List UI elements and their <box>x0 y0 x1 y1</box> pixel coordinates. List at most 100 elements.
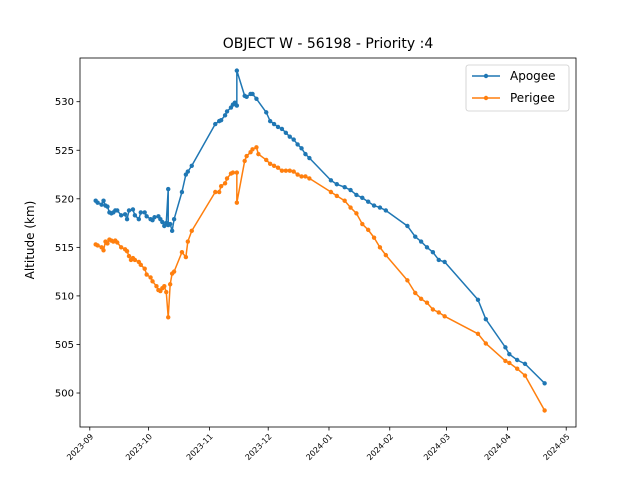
y-axis-title: Altitude (km) <box>23 201 37 280</box>
perigee-point <box>166 315 171 320</box>
y-tick-label: 530 <box>55 97 74 108</box>
apogee-point <box>160 219 165 225</box>
apogee-point <box>418 239 424 244</box>
apogee-point <box>348 187 353 193</box>
perigee-point <box>405 278 410 283</box>
perigee-point <box>105 241 110 246</box>
perigee-point <box>118 245 124 250</box>
perigee-point <box>299 174 304 179</box>
perigee-point <box>522 373 528 378</box>
perigee-point <box>383 252 389 258</box>
perigee-point <box>348 205 353 210</box>
perigee-point <box>328 189 334 195</box>
apogee-point <box>413 234 418 239</box>
apogee-point <box>171 216 177 222</box>
apogee-point <box>105 204 110 209</box>
apogee-point <box>271 121 277 127</box>
apogee-point <box>365 199 371 204</box>
perigee-point <box>148 275 153 280</box>
perigee-point <box>234 170 240 175</box>
apogee-point <box>101 198 106 203</box>
y-tick-label: 510 <box>55 291 74 302</box>
apogee-point <box>126 208 132 213</box>
perigee-point <box>475 331 481 336</box>
apogee-point <box>287 134 292 139</box>
apogee-point <box>124 216 130 222</box>
legend: Apogee Perigee <box>465 64 570 112</box>
perigee-point <box>354 211 359 216</box>
apogee-point <box>136 216 142 222</box>
perigee-point <box>222 181 228 186</box>
apogee-point <box>189 163 194 168</box>
apogee-point <box>185 169 191 174</box>
perigee-point <box>213 189 218 195</box>
apogee-point <box>132 213 138 218</box>
perigee-point <box>436 310 441 315</box>
apogee-point <box>169 228 175 234</box>
apogee-point <box>334 182 340 187</box>
apogee-point <box>424 245 430 250</box>
perigee-point <box>183 254 189 260</box>
perigee-point <box>442 314 447 319</box>
perigee-point <box>138 262 143 268</box>
perigee-point <box>189 228 194 234</box>
apogee-point <box>405 223 410 229</box>
perigee-point <box>115 240 120 245</box>
apogee-point <box>377 205 383 210</box>
apogee-point <box>514 357 520 363</box>
perigee-point <box>216 189 222 195</box>
perigee-point <box>242 158 247 164</box>
perigee-point <box>365 227 371 233</box>
perigee-point <box>295 172 300 177</box>
apogee-point <box>522 361 528 367</box>
apogee-point <box>291 137 296 142</box>
perigee-point <box>371 235 377 240</box>
apogee-point <box>360 195 365 201</box>
perigee-point <box>291 169 296 174</box>
y-tick-label: 525 <box>55 146 74 157</box>
plot-frame <box>79 57 577 428</box>
apogee-legend-marker <box>483 73 489 79</box>
perigee-point <box>514 366 520 371</box>
apogee-point <box>254 96 259 101</box>
apogee-point <box>371 203 377 208</box>
apogee-point <box>275 124 281 130</box>
perigee-point <box>185 239 191 244</box>
apogee-point <box>430 250 436 255</box>
apogee-point <box>142 210 147 215</box>
apogee-point <box>234 103 240 108</box>
perigee-legend-marker <box>483 95 489 101</box>
perigee-point <box>342 198 347 203</box>
apogee-point <box>99 202 104 207</box>
perigee-point <box>256 151 261 157</box>
apogee-point <box>244 94 249 100</box>
perigee-point <box>483 341 489 346</box>
apogee-point <box>436 257 441 263</box>
perigee-point <box>503 358 508 364</box>
perigee-point <box>154 284 159 289</box>
apogee-point <box>442 259 447 265</box>
apogee-point <box>179 189 185 195</box>
perigee-point <box>144 272 149 277</box>
perigee-point <box>264 157 269 163</box>
apogee-point <box>283 130 289 135</box>
y-tick-label: 505 <box>55 340 74 351</box>
apogee-point <box>222 113 228 118</box>
perigee-point <box>279 168 285 173</box>
apogee-point <box>144 214 149 219</box>
apogee-point <box>483 317 489 322</box>
apogee-point <box>118 213 124 218</box>
perigee-point <box>179 250 185 255</box>
apogee-point <box>507 351 512 357</box>
perigee-point <box>377 245 383 250</box>
perigee-point <box>230 170 236 175</box>
apogee-point <box>167 221 173 227</box>
perigee-point <box>303 174 308 179</box>
apogee-point <box>303 151 308 157</box>
apogee-legend-label: Apogee <box>510 69 556 83</box>
perigee-point <box>254 145 259 150</box>
perigee-point <box>101 248 106 253</box>
perigee-point <box>164 289 169 295</box>
perigee-point <box>507 360 512 366</box>
